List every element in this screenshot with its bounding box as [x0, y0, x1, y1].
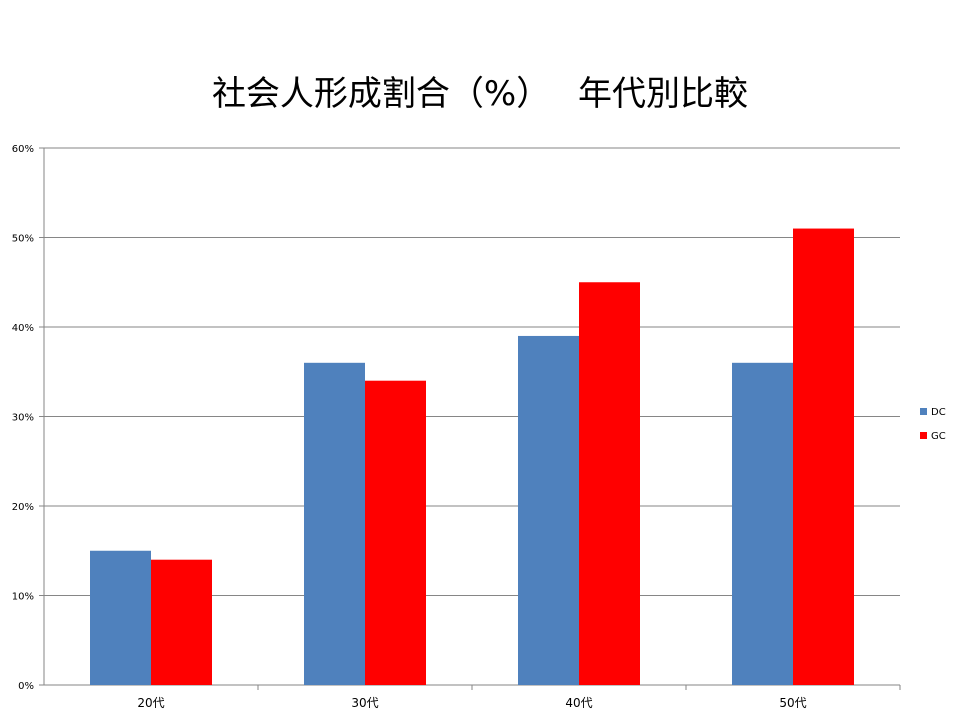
y-tick-label: 50%	[12, 234, 34, 245]
bar-gc	[365, 380, 426, 685]
bar-gc	[151, 559, 212, 685]
bars	[90, 228, 854, 686]
y-tick-label: 40%	[12, 323, 34, 334]
legend-swatch	[920, 432, 927, 439]
bar-dc	[732, 362, 793, 685]
legend-label: DC	[931, 407, 946, 418]
x-tick-label: 50代	[779, 696, 806, 710]
y-tick-label: 0%	[18, 681, 34, 692]
y-tick-label: 30%	[12, 413, 34, 424]
x-tick-label: 20代	[137, 696, 164, 710]
y-tick-label: 20%	[12, 502, 34, 513]
bar-dc	[304, 362, 365, 685]
bar-gc	[793, 228, 854, 686]
y-tick-label: 10%	[12, 592, 34, 603]
x-tick-label: 40代	[565, 696, 592, 710]
bar-dc	[90, 550, 151, 685]
bar-gc	[579, 282, 640, 685]
legend-swatch	[920, 408, 927, 415]
legend-label: GC	[931, 431, 946, 442]
x-tick-label: 30代	[351, 696, 378, 710]
bar-dc	[518, 335, 579, 685]
legend: DC GC	[920, 407, 946, 442]
y-tick-label: 60%	[12, 144, 34, 155]
chart-title: 社会人形成割合（%） 年代別比較	[211, 74, 749, 114]
